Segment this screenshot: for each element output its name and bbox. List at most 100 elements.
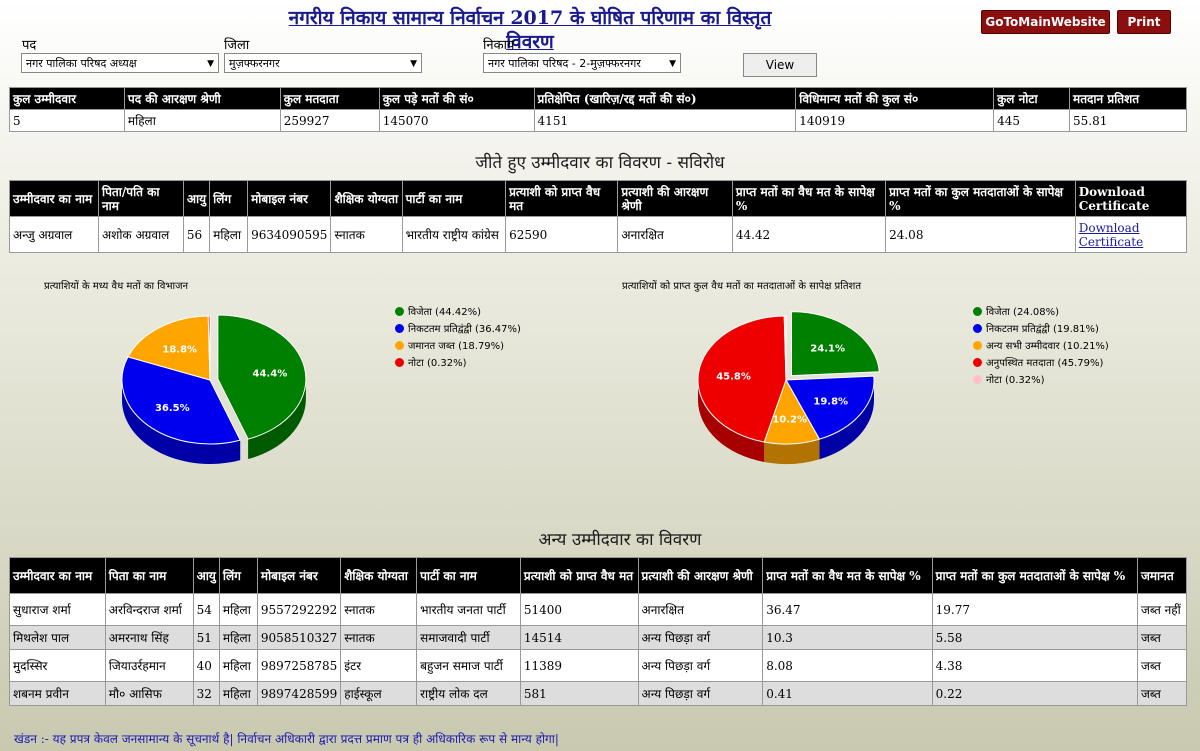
others-cell: 10.3 bbox=[762, 625, 933, 650]
disclaimer-text: खंडन :- यह प्रपत्र केवल जनसामान्य के सूच… bbox=[14, 732, 559, 746]
winner-cell: भारतीय राष्ट्रीय कांग्रेस bbox=[401, 216, 507, 253]
go-to-main-website-button[interactable]: GoToMainWebsite bbox=[981, 10, 1110, 34]
legend-dot-icon bbox=[973, 324, 982, 333]
others-header: पार्टी का नाम bbox=[416, 557, 521, 594]
jila-select[interactable]: मुज़फ्फरनगर ▼ bbox=[224, 53, 422, 73]
legend-item: निकटतम प्रतिद्वंद्वी (36.47%) bbox=[395, 321, 521, 338]
winner-header: लिंग bbox=[209, 180, 249, 217]
chart-2-title: प्रत्याशियों को प्राप्त कुल वैध मतों का … bbox=[622, 281, 862, 292]
pie-slice-side bbox=[248, 378, 306, 460]
legend-label: अन्य सभी उम्मीदवार (10.21%) bbox=[986, 341, 1109, 352]
others-cell: जब्त bbox=[1136, 681, 1188, 706]
others-cell: 11389 bbox=[519, 649, 639, 682]
others-header: प्रत्याशी की आरक्षण श्रेणी bbox=[637, 557, 764, 594]
download-certificate-link[interactable]: Download Certificate bbox=[1078, 220, 1144, 249]
legend-label: निकटतम प्रतिद्वंद्वी (36.47%) bbox=[408, 324, 521, 335]
legend-dot-icon bbox=[973, 307, 982, 316]
winner-header: उम्मीदवार का नाम bbox=[9, 180, 99, 217]
others-cell: महिला bbox=[218, 625, 258, 650]
winner-cell: अनारक्षित bbox=[617, 216, 733, 253]
pie-slice-label: 18.8% bbox=[162, 345, 197, 356]
legend-label: विजेता (24.08%) bbox=[986, 307, 1059, 318]
others-cell: 5.58 bbox=[931, 625, 1138, 650]
winner-header: आयु bbox=[182, 180, 211, 217]
winner-header: प्रत्याशी को प्राप्त वैध मत bbox=[505, 180, 619, 217]
summary-cell: 445 bbox=[993, 109, 1071, 132]
legend-item: विजेता (24.08%) bbox=[973, 304, 1109, 321]
legend-dot-icon bbox=[973, 375, 982, 384]
others-cell: 581 bbox=[519, 681, 639, 706]
print-button[interactable]: Print bbox=[1117, 10, 1171, 34]
summary-cell: 5 bbox=[9, 109, 125, 132]
others-cell: स्नातक bbox=[340, 593, 418, 626]
legend-dot-icon bbox=[973, 341, 982, 350]
others-cell: सुधाराज शर्मा bbox=[9, 593, 106, 626]
dropdown-arrow-icon: ▼ bbox=[669, 59, 676, 69]
nikay-select[interactable]: नगर पालिका परिषद - 2-मुज़फ्फरनगर ▼ bbox=[483, 53, 681, 73]
summary-table: कुल उम्मीदवार पद की आरक्षण श्रेणी कुल मत… bbox=[9, 87, 1187, 132]
others-cell: अन्य पिछड़ा वर्ग bbox=[637, 625, 764, 650]
winner-cell: अशोक अग्रवाल bbox=[98, 216, 184, 253]
summary-cell: 259927 bbox=[279, 109, 380, 132]
others-header: आयु bbox=[192, 557, 220, 594]
others-cell: 51 bbox=[192, 625, 220, 650]
winner-header: मोबाइल नंबर bbox=[247, 180, 332, 217]
legend-label: नोटा (0.32%) bbox=[986, 375, 1045, 386]
legend-dot-icon bbox=[395, 324, 404, 333]
others-cell: महिला bbox=[218, 681, 258, 706]
others-cell: 32 bbox=[192, 681, 220, 706]
winner-cell: 44.42 bbox=[731, 216, 887, 253]
winner-header: प्राप्त मतों का वैध मत के सापेक्ष % bbox=[731, 180, 887, 217]
others-cell: इंटर bbox=[340, 649, 418, 682]
others-cell: जब्त bbox=[1136, 625, 1188, 650]
pie-slice-label: 10.2% bbox=[772, 414, 807, 425]
chart-1-legend: विजेता (44.42%) निकटतम प्रतिद्वंद्वी (36.… bbox=[395, 304, 521, 372]
others-header: लिंग bbox=[218, 557, 258, 594]
chart-1-pie: 44.4% 36.5% 18.8% bbox=[121, 314, 307, 464]
page-title: नगरीय निकाय सामान्य निर्वाचन 2017 के घोष… bbox=[288, 7, 772, 53]
pie-slice bbox=[217, 314, 307, 440]
others-cell: अमरनाथ सिंह bbox=[104, 625, 194, 650]
others-cell: 36.47 bbox=[762, 593, 933, 626]
others-header: प्रत्याशी को प्राप्त वैध मत bbox=[519, 557, 639, 594]
summary-header: कुल उम्मीदवार bbox=[9, 87, 125, 110]
others-header: जमानत bbox=[1136, 557, 1188, 594]
legend-dot-icon bbox=[395, 358, 404, 367]
pie-slice-side bbox=[698, 380, 765, 463]
summary-header: मतदान प्रतिशत bbox=[1069, 87, 1187, 110]
winner-header: पिता/पति का नाम bbox=[98, 180, 184, 217]
pie-slice-side bbox=[764, 439, 820, 464]
pie-slice bbox=[783, 315, 787, 381]
summary-header: कुल पड़े मतों की सं० bbox=[378, 87, 535, 110]
view-button[interactable]: View bbox=[743, 53, 817, 77]
pie-slice-side bbox=[122, 380, 241, 464]
others-cell: 9058510327 bbox=[256, 625, 342, 650]
legend-item: नोटा (0.32%) bbox=[973, 372, 1109, 389]
others-cell: बहुजन समाज पार्टी bbox=[416, 649, 521, 682]
pie-slice-side bbox=[819, 380, 874, 460]
others-cell: 40 bbox=[192, 649, 220, 682]
others-cell: समाजवादी पार्टी bbox=[416, 625, 521, 650]
legend-dot-icon bbox=[973, 358, 982, 367]
nikay-select-value: नगर पालिका परिषद - 2-मुज़फ्फरनगर bbox=[488, 57, 641, 70]
others-table: उम्मीदवार का नाम पिता का नाम आयु लिंग मो… bbox=[9, 557, 1188, 706]
pad-select[interactable]: नगर पालिका परिषद अध्यक्ष ▼ bbox=[21, 53, 219, 73]
others-cell: शबनम प्रवीन bbox=[9, 681, 106, 706]
legend-item: निकटतम प्रतिद्वंद्वी (19.81%) bbox=[973, 321, 1109, 338]
others-cell: अनारक्षित bbox=[637, 593, 764, 626]
dropdown-arrow-icon: ▼ bbox=[207, 59, 214, 69]
summary-header: विधिमान्य मतों की कुल सं० bbox=[795, 87, 995, 110]
others-cell: भारतीय जनता पार्टी bbox=[416, 593, 521, 626]
others-header: पिता का नाम bbox=[104, 557, 194, 594]
others-cell: 9557292292 bbox=[256, 593, 342, 626]
others-cell: अन्य पिछड़ा वर्ग bbox=[637, 681, 764, 706]
others-cell: 4.38 bbox=[931, 649, 1138, 682]
others-cell: 8.08 bbox=[762, 649, 933, 682]
pie-slice-label: 45.8% bbox=[716, 372, 751, 383]
others-cell: मुदस्सिर bbox=[9, 649, 106, 682]
winner-header: पार्टी का नाम bbox=[401, 180, 507, 217]
legend-label: जमानत जब्त (18.79%) bbox=[408, 341, 505, 352]
winner-cell: 9634090595 bbox=[247, 216, 332, 253]
legend-label: नोटा (0.32%) bbox=[408, 358, 467, 369]
winner-cell: 62590 bbox=[505, 216, 619, 253]
